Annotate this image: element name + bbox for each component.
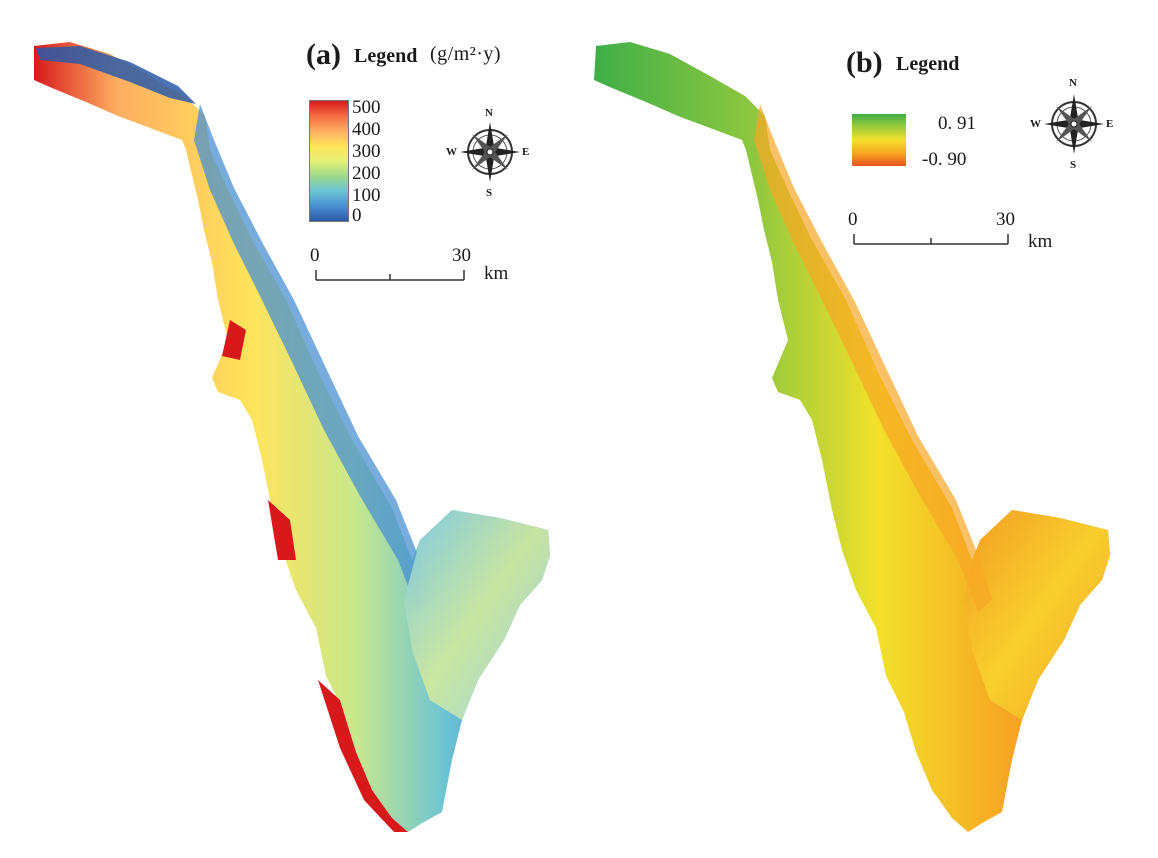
colorbar-tick-b: 0. 91 [938, 113, 976, 134]
compass-rose-icon-b [1043, 93, 1105, 155]
compass-north-a: N [485, 107, 493, 119]
compass-south-b: S [1070, 159, 1077, 171]
legend-unit-a: (g/m²·y) [430, 43, 502, 65]
colorbar-tick-b: -0. 90 [922, 149, 967, 170]
compass-west-b: W [1030, 118, 1041, 130]
colorbar-a [309, 100, 349, 222]
scale-bar-a [315, 270, 465, 281]
colorbar-tick-a: 300 [352, 141, 381, 162]
scale-end-a: 30 [452, 245, 471, 266]
compass-west-a: W [446, 146, 457, 158]
colorbar-b [852, 114, 906, 166]
scale-end-b: 30 [996, 209, 1015, 230]
compass-south-a: S [486, 187, 493, 199]
colorbar-tick-a: 500 [352, 97, 381, 118]
compass-north-b: N [1069, 77, 1077, 89]
scale-start-b: 0 [848, 209, 858, 230]
scale-unit-b: km [1028, 231, 1053, 252]
region-map-a [34, 42, 550, 832]
colorbar-tick-a: 200 [352, 163, 381, 184]
legend-title-b: Legend [896, 53, 960, 75]
compass-rose-icon-a [459, 121, 521, 183]
scale-unit-a: km [484, 263, 509, 284]
region-map-b [594, 42, 1110, 832]
colorbar-tick-a: 0 [352, 205, 362, 226]
panel-label-a: (a) [306, 38, 341, 71]
scale-start-a: 0 [310, 245, 320, 266]
legend-title-a: Legend [354, 45, 418, 67]
scale-bar-b [853, 234, 1009, 245]
colorbar-tick-a: 400 [352, 119, 381, 140]
panel-label-b: (b) [846, 46, 883, 79]
compass-east-b: E [1106, 118, 1114, 130]
compass-east-a: E [522, 146, 530, 158]
colorbar-tick-a: 100 [352, 185, 381, 206]
